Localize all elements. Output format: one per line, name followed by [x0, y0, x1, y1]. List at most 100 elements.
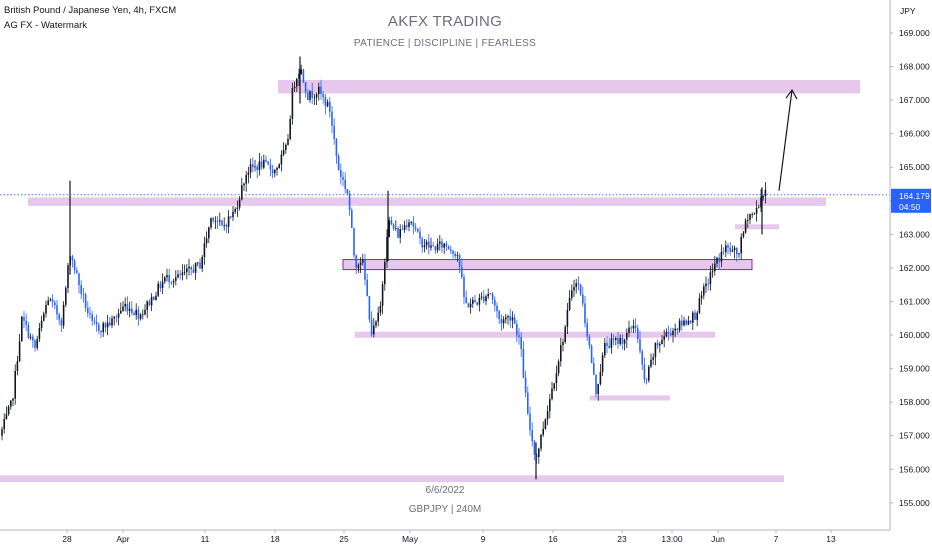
candle-body[interactable] [740, 236, 742, 254]
candle-body[interactable] [168, 275, 170, 283]
candle-body[interactable] [14, 371, 16, 399]
candle-body[interactable] [518, 335, 520, 337]
candle-body[interactable] [282, 149, 285, 155]
candle-body[interactable] [29, 336, 32, 338]
candle-body[interactable] [205, 238, 208, 244]
candle-body[interactable] [579, 284, 582, 295]
candle-body[interactable] [758, 207, 760, 209]
candle-body[interactable] [659, 344, 661, 346]
candle-body[interactable] [342, 176, 344, 180]
candle-body[interactable] [571, 290, 573, 298]
candle-body[interactable] [551, 388, 553, 400]
candle-body[interactable] [538, 448, 540, 457]
candle-body[interactable] [648, 366, 650, 381]
candle-body[interactable] [707, 283, 709, 285]
candle-body[interactable] [7, 406, 10, 415]
candle-body[interactable] [414, 226, 417, 230]
candle-body[interactable] [428, 241, 430, 248]
candle-body[interactable] [395, 228, 397, 229]
candle-body[interactable] [111, 318, 113, 326]
candle-body[interactable] [38, 328, 41, 340]
candle-body[interactable] [540, 434, 542, 449]
candle-body[interactable] [423, 245, 426, 248]
candle-body[interactable] [278, 164, 280, 168]
indicator-title[interactable]: AG FX - Watermark [4, 20, 88, 31]
candle-body[interactable] [348, 193, 351, 211]
candle-body[interactable] [58, 314, 60, 320]
candle-body[interactable] [263, 159, 265, 168]
candle-body[interactable] [661, 339, 663, 345]
candle-body[interactable] [577, 283, 580, 285]
candle-body[interactable] [307, 92, 309, 100]
candle-body[interactable] [714, 263, 716, 272]
candle-body[interactable] [764, 189, 767, 197]
candle-body[interactable] [744, 220, 747, 233]
candle-body[interactable] [665, 332, 668, 337]
candle-body[interactable] [687, 320, 690, 325]
candle-body[interactable] [335, 139, 338, 157]
candle-body[interactable] [533, 441, 536, 455]
candle-body[interactable] [3, 419, 5, 430]
candle-body[interactable] [351, 210, 353, 228]
candle-body[interactable] [755, 207, 758, 214]
candle-body[interactable] [485, 296, 487, 302]
candle-body[interactable] [216, 220, 219, 222]
candle-body[interactable] [498, 311, 500, 320]
candle-body[interactable] [619, 337, 621, 344]
candle-body[interactable] [45, 304, 47, 314]
candle-body[interactable] [320, 86, 322, 95]
candle-body[interactable] [505, 317, 507, 320]
candle-body[interactable] [170, 282, 173, 283]
candle-body[interactable] [516, 323, 518, 336]
candle-body[interactable] [399, 229, 401, 238]
candle-body[interactable] [276, 167, 278, 171]
candle-body[interactable] [291, 88, 294, 120]
candle-body[interactable] [599, 371, 602, 385]
candle-body[interactable] [344, 179, 346, 189]
candle-body[interactable] [401, 229, 404, 230]
candle-body[interactable] [208, 227, 210, 239]
candle-body[interactable] [329, 101, 331, 112]
candle-body[interactable] [161, 281, 164, 289]
candle-body[interactable] [700, 295, 703, 299]
candle-body[interactable] [71, 256, 74, 261]
candle-body[interactable] [258, 161, 261, 170]
candle-body[interactable] [654, 342, 657, 358]
zone-rect[interactable] [278, 79, 860, 94]
candle-body[interactable] [179, 274, 181, 276]
candle-body[interactable] [386, 237, 388, 262]
candle-body[interactable] [667, 332, 670, 334]
candle-body[interactable] [623, 339, 626, 344]
candle-body[interactable] [1, 429, 3, 436]
candle-body[interactable] [82, 293, 85, 295]
candle-body[interactable] [527, 392, 529, 414]
candle-body[interactable] [113, 316, 115, 319]
candle-body[interactable] [76, 270, 78, 274]
candle-body[interactable] [166, 275, 168, 278]
candle-body[interactable] [727, 245, 729, 248]
candle-body[interactable] [296, 78, 298, 87]
candle-body[interactable] [172, 280, 175, 283]
candle-body[interactable] [153, 296, 155, 301]
candle-body[interactable] [731, 250, 734, 252]
candle-body[interactable] [621, 337, 624, 344]
candle-body[interactable] [146, 301, 148, 310]
candle-body[interactable] [375, 321, 377, 326]
candle-body[interactable] [617, 338, 619, 344]
candle-body[interactable] [247, 172, 250, 176]
candle-body[interactable] [89, 313, 91, 315]
candle-body[interactable] [573, 287, 575, 291]
candle-body[interactable] [544, 419, 547, 429]
candle-body[interactable] [588, 336, 591, 346]
candle-body[interactable] [230, 216, 232, 218]
candle-body[interactable] [381, 284, 384, 306]
candle-body[interactable] [260, 161, 263, 168]
candle-body[interactable] [234, 209, 236, 212]
candle-body[interactable] [637, 328, 639, 340]
candle-body[interactable] [678, 320, 681, 331]
candle-body[interactable] [733, 247, 736, 251]
candle-body[interactable] [337, 156, 340, 170]
candle-body[interactable] [507, 316, 509, 318]
candle-body[interactable] [483, 296, 485, 302]
